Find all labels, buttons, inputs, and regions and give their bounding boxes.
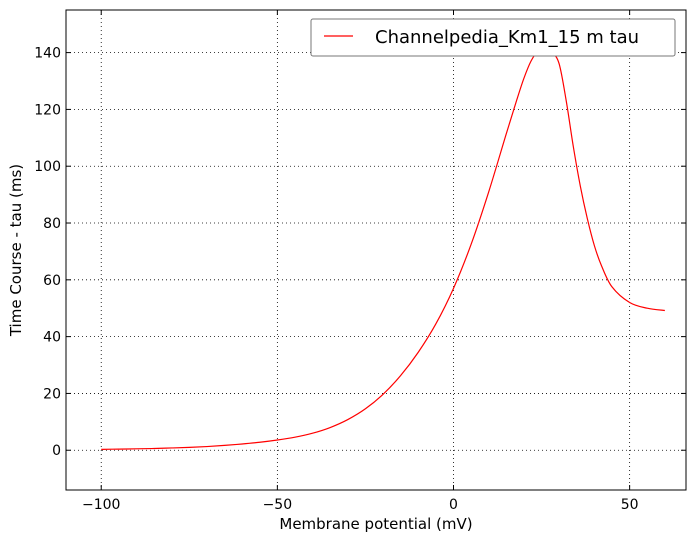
x-tick-label: 50 <box>621 497 639 513</box>
y-tick-label: 100 <box>34 159 61 175</box>
plot-frame <box>65 9 687 491</box>
y-tick-label: 0 <box>52 443 61 459</box>
legend: Channelpedia_Km1_15 m tau <box>310 18 676 57</box>
tick-labels: −100 −50 0 50 0 20 40 60 80 100 120 140 <box>34 46 638 513</box>
y-tick-label: 80 <box>43 216 61 232</box>
x-tick-label: −100 <box>82 497 120 513</box>
series-layer <box>101 49 665 450</box>
series-line <box>101 49 665 450</box>
legend-box <box>310 18 676 57</box>
x-axis-label: Membrane potential (mV) <box>279 515 472 533</box>
y-tick-label: 20 <box>43 386 61 402</box>
y-tick-label: 40 <box>43 330 61 346</box>
x-tick-label: 0 <box>449 497 458 513</box>
y-axis-label: Time Course - tau (ms) <box>7 164 25 337</box>
axis-ticks <box>66 10 686 490</box>
y-tick-label: 60 <box>43 273 61 289</box>
legend-entry-label: Channelpedia_Km1_15 m tau <box>375 27 639 48</box>
x-tick-label: −50 <box>263 497 293 513</box>
y-tick-label: 120 <box>34 102 61 118</box>
y-tick-label: 140 <box>34 46 61 62</box>
grid-lines <box>66 10 686 490</box>
